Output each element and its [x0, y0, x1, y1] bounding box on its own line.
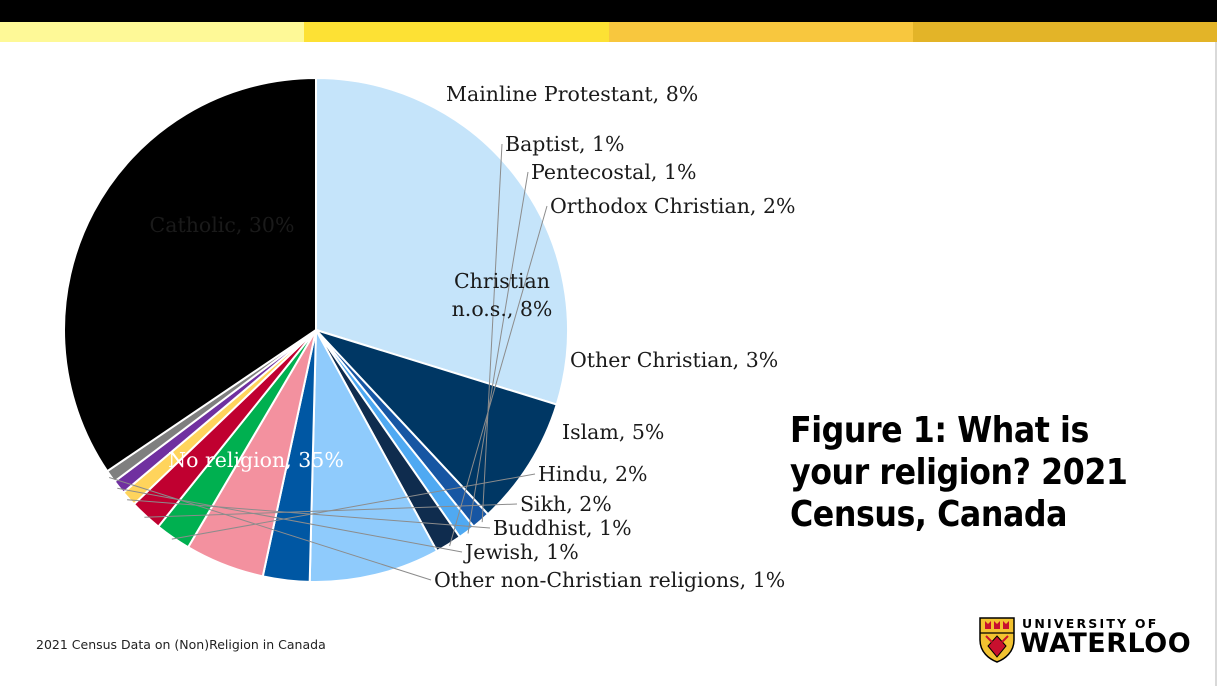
- logo-line-2: WATERLOO: [1020, 628, 1191, 659]
- waterloo-crest-icon: [978, 616, 1016, 664]
- university-logo: UNIVERSITY OF WATERLOO: [978, 614, 1188, 666]
- slice-label-islam: Islam, 5%: [562, 420, 664, 444]
- slice-label-hindu: Hindu, 2%: [538, 462, 648, 486]
- slice-label-baptist: Baptist, 1%: [505, 132, 625, 156]
- slice-label-other-christian: Other Christian, 3%: [570, 348, 778, 372]
- slice-label-jewish: Jewish, 1%: [463, 540, 579, 564]
- slice-label-mainline-protestant: Mainline Protestant, 8%: [446, 82, 698, 106]
- footer-text: 2021 Census Data on (Non)Religion in Can…: [36, 637, 326, 652]
- slice-label-pentecostal: Pentecostal, 1%: [531, 160, 697, 184]
- slice-label-other-non-christian-religions: Other non-Christian religions, 1%: [434, 568, 785, 592]
- slice-label-buddhist: Buddhist, 1%: [493, 516, 632, 540]
- figure-title: Figure 1: What is your religion? 2021 Ce…: [790, 410, 1133, 536]
- slice-label-catholic: Catholic, 30%: [150, 213, 295, 237]
- slice-label-orthodox-christian: Orthodox Christian, 2%: [550, 194, 795, 218]
- slice-label-no-religion: No religion, 35%: [168, 448, 344, 472]
- slice-label-sikh: Sikh, 2%: [520, 492, 612, 516]
